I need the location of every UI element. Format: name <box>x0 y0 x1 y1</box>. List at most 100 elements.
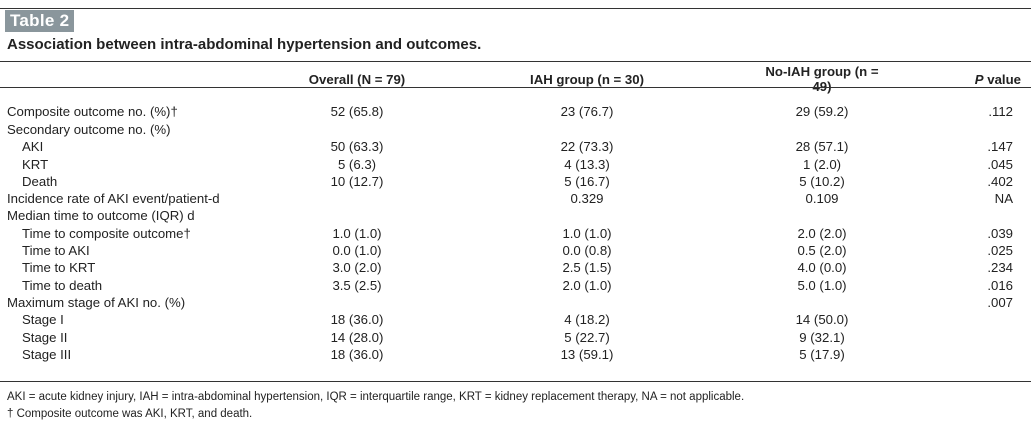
table-row: Stage II 14 (28.0) 5 (22.7) 9 (32.1) <box>0 329 1031 346</box>
row-label: Death <box>22 173 58 189</box>
cell: NA <box>994 191 1013 207</box>
cell: 5 (22.7) <box>564 329 610 345</box>
header-bottom-rule <box>0 87 1031 88</box>
table-row: Time to AKI 0.0 (1.0) 0.0 (0.8) 0.5 (2.0) .0… <box>0 242 1031 259</box>
table-row: Stage III 18 (36.0) 13 (59.1) 5 (17.9) <box>0 346 1031 363</box>
cell <box>887 311 1031 328</box>
table-title: Association between intra-abdominal hype… <box>7 36 482 53</box>
cell <box>297 294 417 311</box>
row-label: Time to death <box>22 277 103 293</box>
table-row: AKI 50 (63.3) 22 (73.3) 28 (57.1) .147 <box>0 138 1031 155</box>
cell: 5 (10.2) <box>799 173 845 189</box>
cell: 18 (36.0) <box>330 312 384 328</box>
cell <box>757 207 887 224</box>
table-row: KRT 5 (6.3) 4 (13.3) 1 (2.0) .045 <box>0 156 1031 173</box>
cell: 52 (65.8) <box>330 103 384 119</box>
cell: 4 (18.2) <box>564 312 610 328</box>
cell: .016 <box>987 277 1013 293</box>
table-row: Secondary outcome no. (%) <box>0 121 1031 138</box>
col-header-iah: IAH group (n = 30) <box>530 71 644 87</box>
cell: 23 (76.7) <box>560 103 614 119</box>
cell: 4.0 (0.0) <box>797 260 847 276</box>
row-label: AKI <box>22 139 44 155</box>
col-header-pvalue: P value <box>974 71 1021 87</box>
cell: 5 (6.3) <box>337 156 377 172</box>
cell: 10 (12.7) <box>330 173 384 189</box>
cell: 2.5 (1.5) <box>562 260 612 276</box>
cell: .025 <box>987 243 1013 259</box>
row-label: Composite outcome no. (%)† <box>7 103 178 119</box>
cell: .112 <box>988 103 1013 119</box>
cell: 28 (57.1) <box>795 139 849 155</box>
header-top-rule <box>0 61 1031 62</box>
cell: 3.0 (2.0) <box>332 260 382 276</box>
cell: 5 (17.9) <box>799 346 845 362</box>
cell: 9 (32.1) <box>799 329 845 345</box>
cell: 1 (2.0) <box>802 156 842 172</box>
cell <box>757 294 887 311</box>
cell <box>887 346 1031 363</box>
cell <box>297 190 417 207</box>
cell: .147 <box>987 139 1013 155</box>
row-label: Stage I <box>22 312 64 328</box>
cell <box>887 121 1031 138</box>
cell: .007 <box>987 294 1013 310</box>
table-label: Table 2 <box>5 10 75 32</box>
results-table: Overall (N = 79) IAH group (n = 30) No-I… <box>0 64 1031 363</box>
row-label: Median time to outcome (IQR) d <box>7 208 195 224</box>
footnote-composite: † Composite outcome was AKI, KRT, and de… <box>7 408 253 420</box>
col-header <box>0 64 297 94</box>
cell: .402 <box>987 173 1013 189</box>
cell <box>417 207 757 224</box>
row-label: Stage II <box>22 329 68 345</box>
cell: 0.0 (0.8) <box>562 243 612 259</box>
cell: 0.329 <box>570 191 604 207</box>
cell: 4 (13.3) <box>564 156 610 172</box>
cell: 0.109 <box>805 191 839 207</box>
row-label: Incidence rate of AKI event/patient-d <box>7 191 220 207</box>
cell: 3.5 (2.5) <box>332 277 382 293</box>
cell: .039 <box>987 225 1013 241</box>
cell: 18 (36.0) <box>330 346 384 362</box>
cell: 13 (59.1) <box>560 346 614 362</box>
cell <box>417 294 757 311</box>
cell: 2.0 (1.0) <box>562 277 612 293</box>
cell <box>887 329 1031 346</box>
cell: .045 <box>987 156 1013 172</box>
table-row: Death 10 (12.7) 5 (16.7) 5 (10.2) .402 <box>0 173 1031 190</box>
cell: 5 (16.7) <box>564 173 610 189</box>
row-label: Stage III <box>22 346 72 362</box>
row-label: Time to AKI <box>22 243 90 259</box>
cell: 1.0 (1.0) <box>562 225 612 241</box>
cell <box>887 207 1031 224</box>
cell: 50 (63.3) <box>330 139 384 155</box>
cell: 22 (73.3) <box>560 139 614 155</box>
cell: 14 (50.0) <box>795 312 849 328</box>
table-row: Time to death 3.5 (2.5) 2.0 (1.0) 5.0 (1.0)… <box>0 277 1031 294</box>
cell: 5.0 (1.0) <box>797 277 847 293</box>
row-label: Time to composite outcome† <box>22 225 191 241</box>
top-rule <box>0 8 1031 9</box>
col-header-overall: Overall (N = 79) <box>308 71 406 87</box>
row-label: Maximum stage of AKI no. (%) <box>7 294 186 310</box>
row-label: Secondary outcome no. (%) <box>7 122 171 137</box>
table-row: Maximum stage of AKI no. (%) .007 <box>0 294 1031 311</box>
row-label: Time to KRT <box>22 260 96 276</box>
cell: 1.0 (1.0) <box>332 225 382 241</box>
table-row: Stage I 18 (36.0) 4 (18.2) 14 (50.0) <box>0 311 1031 328</box>
cell <box>417 121 757 138</box>
bottom-rule <box>0 381 1031 382</box>
cell: 29 (59.2) <box>795 103 849 119</box>
cell: 14 (28.0) <box>330 329 384 345</box>
row-label: KRT <box>22 156 49 172</box>
table-row: Time to KRT 3.0 (2.0) 2.5 (1.5) 4.0 (0.0) .2… <box>0 259 1031 276</box>
table-row: Median time to outcome (IQR) d <box>0 207 1031 224</box>
cell <box>757 121 887 138</box>
cell: 0.5 (2.0) <box>797 243 847 259</box>
table-row: Incidence rate of AKI event/patient-d 0.3… <box>0 190 1031 207</box>
cell: 0.0 (1.0) <box>332 243 382 259</box>
header-row: Overall (N = 79) IAH group (n = 30) No-I… <box>0 64 1031 94</box>
cell <box>297 121 417 138</box>
table-row: Time to composite outcome† 1.0 (1.0) 1.0 (… <box>0 225 1031 242</box>
table-row: Composite outcome no. (%)† 52 (65.8) 23 (7… <box>0 94 1031 121</box>
